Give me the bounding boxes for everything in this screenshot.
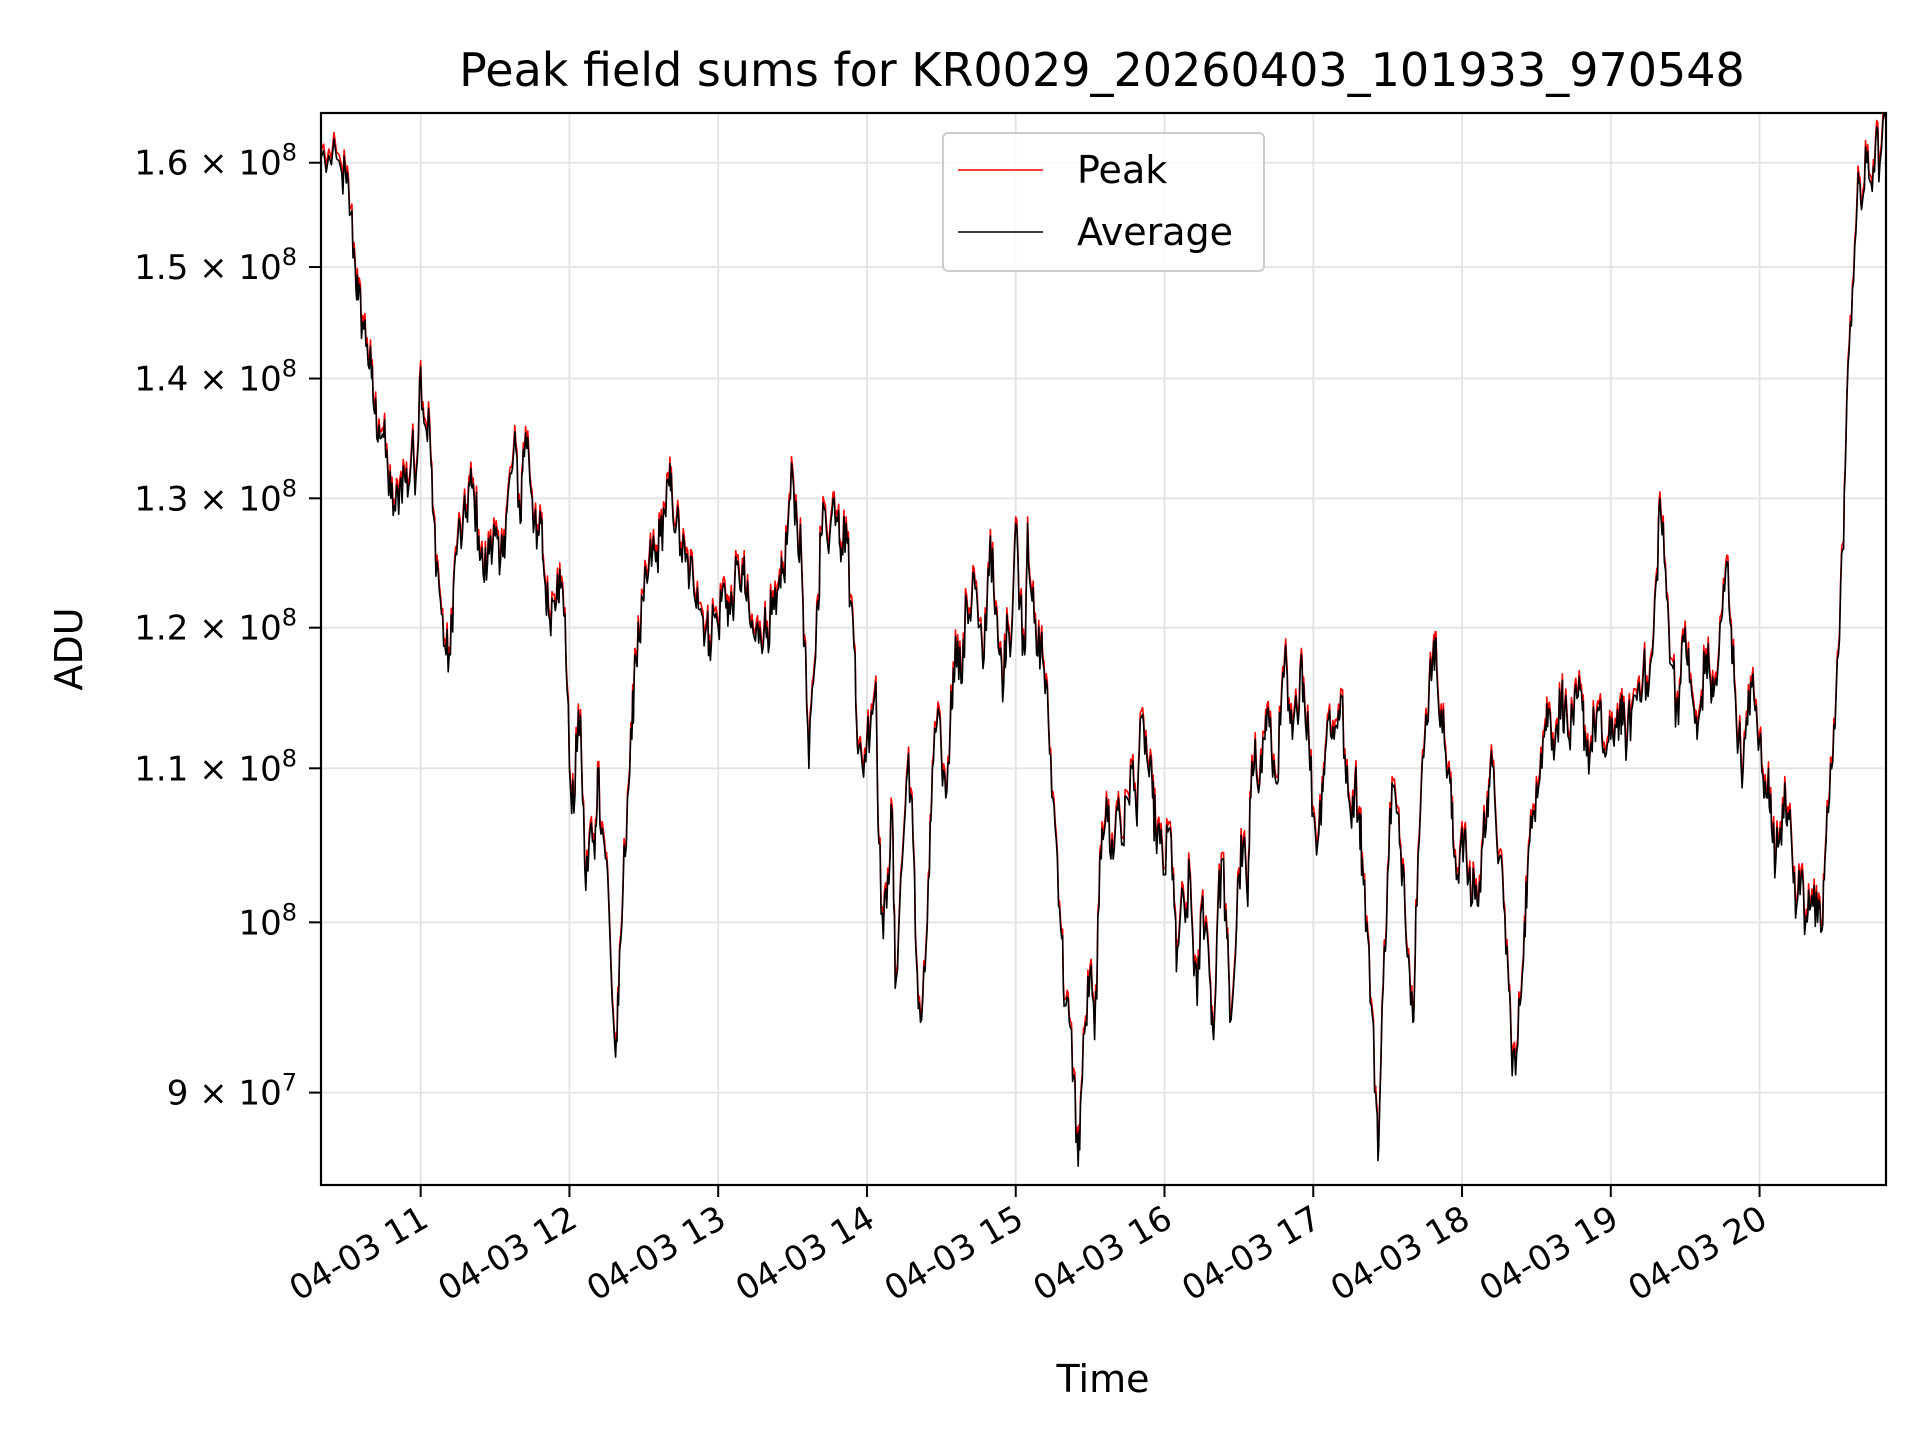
- y-tick-label: 1.1 × 108: [134, 744, 297, 789]
- plot-area-frame: [319, 111, 1888, 1187]
- chart-title: Peak field sums for KR0029_20260403_1019…: [459, 43, 1745, 97]
- y-tick-label: 1.4 × 108: [134, 355, 297, 400]
- y-tick-label: 9 × 107: [167, 1069, 297, 1114]
- legend-box: [942, 132, 1265, 272]
- y-tick-label: 1.5 × 108: [134, 243, 297, 288]
- legend-label-average: Average: [1077, 210, 1233, 254]
- y-tick-label: 1.2 × 108: [134, 604, 297, 649]
- y-tick-label: 1.3 × 108: [134, 474, 297, 519]
- series-line-average: [321, 113, 1886, 1167]
- legend: Peak Average: [942, 132, 1265, 272]
- y-axis: 9 × 107 108 1.1 × 108 1.2 × 108 1.3 × 108 1.4…: [134, 139, 321, 1114]
- y-tick-label: 1.6 × 108: [134, 139, 297, 184]
- x-axis-label: Time: [1056, 1357, 1150, 1401]
- grid-layer: [321, 113, 1886, 1185]
- legend-label-peak: Peak: [1077, 148, 1167, 192]
- y-axis-label: ADU: [47, 607, 91, 690]
- series-layer: [321, 113, 1886, 1167]
- y-tick-label: 108: [238, 898, 297, 943]
